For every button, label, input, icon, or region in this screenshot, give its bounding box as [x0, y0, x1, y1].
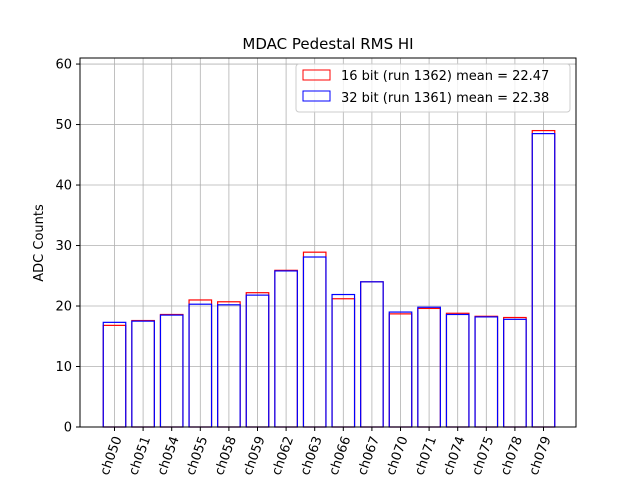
y-tick-label: 50 [55, 118, 72, 133]
y-tick-label: 0 [64, 421, 72, 436]
y-tick-label: 10 [55, 360, 72, 375]
y-axis: 0 10 20 30 40 50 60 [55, 58, 80, 436]
legend: 16 bit (run 1362) mean = 22.47 32 bit (r… [295, 63, 571, 113]
legend-label-32bit: 32 bit (run 1361) mean = 22.38 [341, 91, 549, 106]
grid [80, 58, 576, 428]
legend-box [295, 63, 571, 113]
chart-title: MDAC Pedestal RMS HI [242, 35, 413, 53]
y-tick-label: 30 [55, 239, 72, 254]
y-tick-label: 60 [55, 58, 72, 73]
y-tick-label: 40 [55, 179, 72, 194]
legend-label-16bit: 16 bit (run 1362) mean = 22.47 [341, 69, 549, 84]
y-axis-label: ADC Counts [32, 204, 47, 282]
y-tick-label: 20 [55, 300, 72, 315]
plot-frame [79, 57, 577, 428]
legend-swatch-32bit [302, 90, 331, 102]
legend-swatch-16bit [302, 69, 331, 81]
